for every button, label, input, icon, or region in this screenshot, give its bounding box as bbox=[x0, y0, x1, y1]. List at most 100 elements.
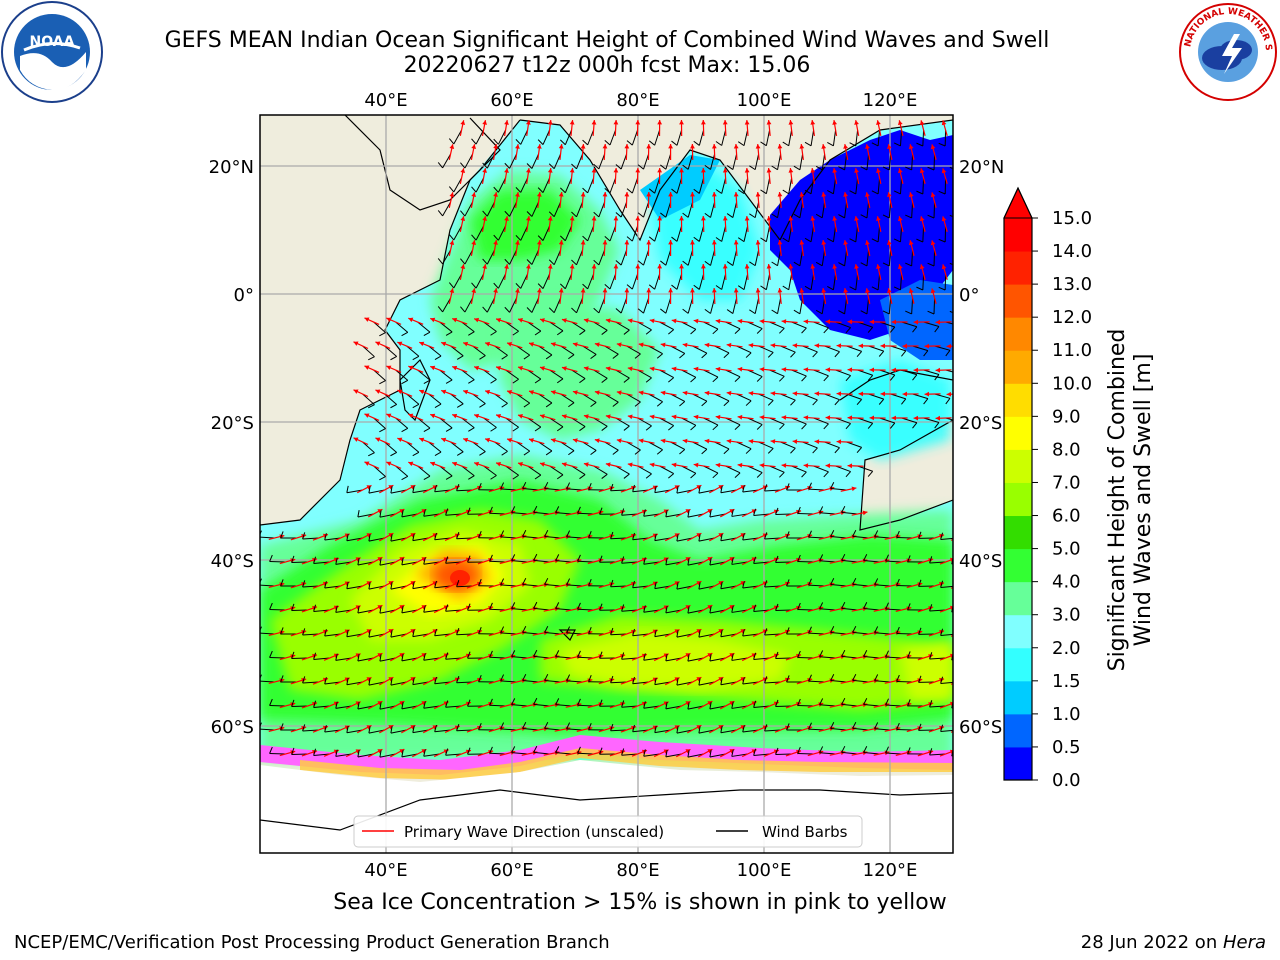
wind-barb bbox=[302, 633, 319, 636]
wind-barb-flag bbox=[885, 650, 889, 658]
wind-barb bbox=[390, 537, 407, 542]
wind-barb bbox=[313, 657, 330, 661]
wind-barb bbox=[866, 297, 870, 314]
wave-arrowhead bbox=[814, 391, 820, 397]
wind-barb-flag bbox=[756, 328, 763, 334]
wind-barb-flag bbox=[346, 485, 349, 493]
wind-barb bbox=[933, 249, 936, 267]
wave-arrowhead bbox=[807, 678, 813, 683]
wind-barb-flag bbox=[599, 603, 603, 611]
wave-arrowhead bbox=[964, 264, 969, 269]
wave-arrowhead bbox=[482, 120, 487, 125]
wind-barb bbox=[676, 225, 683, 242]
wind-barb bbox=[753, 561, 770, 565]
wind-barb bbox=[610, 633, 627, 636]
wind-barb-flag bbox=[601, 473, 608, 479]
wind-barb bbox=[390, 729, 407, 734]
wind-barb bbox=[346, 537, 363, 542]
wind-barb bbox=[863, 656, 880, 659]
wind-barb-flag bbox=[515, 139, 522, 145]
lon-label-bottom-40e: 40°E bbox=[364, 860, 407, 881]
wind-barb-flag bbox=[556, 426, 564, 432]
wave-zone-shelf bbox=[640, 155, 720, 220]
wind-barb-flag bbox=[852, 577, 857, 585]
wind-barb-flag bbox=[434, 580, 437, 588]
lon-label-top-120e: 120°E bbox=[863, 90, 918, 111]
wind-barb-flag bbox=[720, 533, 723, 541]
wind-barb-flag bbox=[927, 310, 935, 315]
wind-barb-flag bbox=[291, 603, 295, 611]
wind-barb-flag bbox=[582, 283, 589, 290]
wind-barb bbox=[929, 705, 946, 708]
wind-barb bbox=[453, 129, 463, 145]
wind-barb bbox=[313, 561, 330, 565]
wind-barb bbox=[911, 153, 914, 171]
wind-barb bbox=[665, 201, 672, 218]
wave-arrowhead bbox=[854, 168, 859, 173]
wind-barb bbox=[576, 249, 584, 265]
wind-barb bbox=[764, 585, 781, 588]
wave-arrowhead bbox=[770, 343, 776, 348]
wind-barb bbox=[874, 584, 891, 587]
wind-barb bbox=[346, 729, 363, 734]
wind-barb-flag bbox=[968, 350, 972, 356]
wind-barb-flag bbox=[434, 628, 437, 636]
wind-barb-flag bbox=[335, 749, 338, 757]
wind-barb bbox=[423, 705, 440, 709]
wave-arrowhead bbox=[539, 414, 545, 419]
wind-barb bbox=[857, 369, 873, 376]
wind-barb bbox=[593, 417, 608, 427]
wind-barb bbox=[676, 273, 683, 290]
wave-arrowhead bbox=[493, 240, 498, 245]
wind-barb-flag bbox=[790, 447, 796, 454]
wind-barb-flag bbox=[979, 374, 983, 380]
wave-arrowhead bbox=[375, 437, 381, 442]
wind-barb bbox=[571, 465, 586, 475]
wind-barb bbox=[868, 345, 884, 352]
wind-barb bbox=[373, 321, 386, 333]
wind-barb-flag bbox=[808, 578, 812, 586]
wind-barb-flag bbox=[797, 554, 801, 562]
wind-barb-flag bbox=[753, 748, 757, 756]
wave-arrowhead bbox=[493, 288, 498, 293]
wind-barb bbox=[505, 321, 519, 332]
wave-arrowhead bbox=[704, 438, 710, 444]
wind-barb-flag bbox=[949, 166, 953, 170]
wind-barb bbox=[324, 585, 341, 589]
wind-barb-flag bbox=[379, 428, 386, 433]
wind-barb bbox=[464, 297, 474, 313]
wind-barb bbox=[703, 465, 719, 474]
wave-arrowhead bbox=[364, 317, 370, 322]
wind-barb-flag bbox=[579, 426, 586, 432]
wind-barb-flag bbox=[760, 237, 767, 243]
wind-barb-flag bbox=[815, 309, 823, 315]
wind-barb-flag bbox=[712, 472, 719, 479]
wind-barb bbox=[395, 369, 409, 381]
wind-barb-flag bbox=[801, 423, 807, 430]
wind-barb-flag bbox=[731, 557, 734, 565]
wind-barb-flag bbox=[643, 653, 646, 661]
wind-barb-flag bbox=[401, 379, 409, 385]
wave-arrowhead bbox=[887, 288, 892, 294]
wind-barb-flag bbox=[709, 654, 712, 662]
wind-barb bbox=[877, 177, 881, 194]
wind-barb-flag bbox=[767, 448, 774, 454]
wind-barb bbox=[665, 705, 682, 710]
wind-barb-flag bbox=[753, 604, 757, 612]
wind-barb-flag bbox=[827, 190, 834, 195]
wave-arrowhead bbox=[682, 390, 688, 396]
wind-barb bbox=[901, 321, 918, 328]
wave-arrowhead bbox=[613, 264, 619, 269]
wind-barb-flag bbox=[885, 602, 889, 610]
wind-barb-flag bbox=[291, 555, 295, 563]
wave-arrowhead bbox=[788, 264, 794, 269]
wind-barb bbox=[698, 129, 705, 146]
wind-barb-flag bbox=[515, 283, 522, 289]
wind-barb bbox=[841, 751, 858, 755]
wind-barb bbox=[362, 441, 375, 454]
wind-barb bbox=[335, 657, 352, 661]
wind-barb bbox=[626, 441, 641, 451]
wave-arrowhead bbox=[891, 319, 896, 325]
wind-barb-flag bbox=[782, 237, 789, 243]
wind-barb-flag bbox=[860, 214, 868, 219]
